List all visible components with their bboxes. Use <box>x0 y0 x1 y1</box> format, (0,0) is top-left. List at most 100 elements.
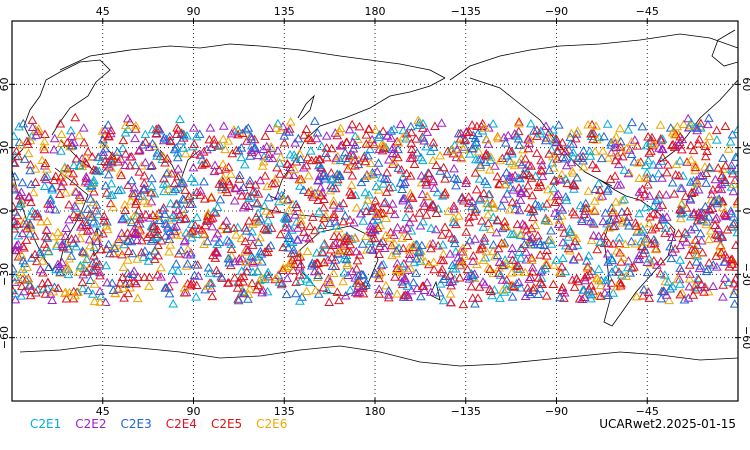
occultation-marker <box>685 195 696 204</box>
occultation-marker <box>708 184 718 194</box>
occultation-marker <box>240 257 251 266</box>
occultation-marker <box>449 234 460 244</box>
occultation-marker <box>507 197 518 206</box>
occultation-marker <box>47 183 57 192</box>
occultation-marker <box>282 159 293 168</box>
occultation-marker <box>378 179 389 188</box>
occultation-marker <box>528 212 538 222</box>
occultation-marker <box>483 263 494 272</box>
occultation-marker <box>362 245 372 254</box>
occultation-marker <box>663 277 674 286</box>
occultation-marker <box>262 225 273 235</box>
occultation-marker <box>312 258 322 267</box>
occultation-marker <box>218 159 228 168</box>
occultation-marker <box>360 187 371 197</box>
occultation-marker <box>464 212 475 221</box>
occultation-marker <box>614 247 625 257</box>
occultation-marker <box>669 129 680 139</box>
occultation-marker <box>324 277 335 287</box>
occultation-marker <box>525 118 536 128</box>
occultation-marker <box>595 185 605 195</box>
occultation-marker <box>507 292 518 301</box>
occultation-marker <box>543 235 554 245</box>
occultation-marker <box>138 196 149 205</box>
occultation-marker <box>703 119 713 129</box>
occultation-marker <box>127 248 138 258</box>
occultation-marker <box>493 243 504 253</box>
occultation-marker <box>296 174 307 184</box>
occultation-marker <box>726 182 737 191</box>
occultation-marker <box>173 266 183 275</box>
occultation-marker <box>122 268 133 277</box>
occultation-marker <box>489 203 499 212</box>
occultation-marker <box>720 273 730 282</box>
occultation-marker <box>138 252 149 261</box>
occultation-marker <box>703 212 714 221</box>
occultation-marker <box>546 239 557 248</box>
occultation-marker <box>69 160 79 169</box>
occultation-marker <box>87 151 98 161</box>
occultation-marker <box>554 267 565 277</box>
occultation-marker <box>144 272 155 281</box>
occultation-marker <box>347 119 358 129</box>
occultation-marker <box>414 208 425 217</box>
occultation-marker <box>381 280 391 290</box>
occultation-marker <box>12 131 19 140</box>
occultation-marker <box>257 285 268 294</box>
occultation-marker <box>147 138 158 148</box>
occultation-marker <box>71 154 82 163</box>
occultation-marker <box>685 193 696 203</box>
occultation-marker <box>527 232 538 242</box>
occultation-marker <box>533 289 544 299</box>
occultation-marker <box>49 144 59 154</box>
occultation-marker <box>12 183 19 193</box>
occultation-marker <box>568 180 579 189</box>
occultation-marker <box>218 134 229 143</box>
occultation-marker <box>653 160 664 169</box>
occultation-marker <box>573 252 584 261</box>
occultation-marker <box>262 247 273 257</box>
occultation-marker <box>732 227 738 237</box>
occultation-marker <box>42 233 53 242</box>
occultation-marker <box>583 186 594 195</box>
occultation-marker <box>626 236 637 246</box>
occultation-marker <box>296 219 306 229</box>
occultation-marker <box>394 264 404 274</box>
occultation-marker <box>16 195 27 204</box>
occultation-marker <box>342 137 352 147</box>
occultation-marker <box>105 190 116 199</box>
occultation-marker <box>360 280 371 290</box>
occultation-marker <box>474 195 485 204</box>
occultation-marker <box>30 287 41 297</box>
occultation-marker <box>390 272 400 281</box>
occultation-marker <box>101 244 112 253</box>
occultation-marker <box>323 275 333 285</box>
occultation-marker <box>716 179 727 189</box>
occultation-marker <box>720 175 730 184</box>
occultation-marker <box>284 170 294 179</box>
occultation-marker <box>180 185 191 194</box>
occultation-marker <box>230 256 240 266</box>
occultation-marker <box>95 297 105 306</box>
occultation-marker <box>728 186 738 196</box>
occultation-marker <box>281 211 292 221</box>
axis-ticks <box>9 18 741 404</box>
occultation-marker <box>645 258 656 268</box>
occultation-marker <box>134 226 145 236</box>
occultation-marker <box>133 205 144 215</box>
occultation-marker <box>496 201 507 210</box>
occultation-marker <box>37 256 48 265</box>
y-tick-label-right: −60 <box>740 326 750 349</box>
occultation-marker <box>437 230 447 239</box>
occultation-marker <box>501 221 512 230</box>
occultation-marker <box>646 239 657 248</box>
occultation-marker <box>668 139 678 149</box>
occultation-marker <box>583 120 593 129</box>
occultation-marker <box>476 121 487 131</box>
occultation-marker <box>527 204 538 213</box>
occultation-marker <box>678 233 689 243</box>
occultation-marker <box>673 140 684 149</box>
occultation-marker <box>288 265 298 275</box>
occultation-marker <box>435 279 446 288</box>
occultation-marker <box>585 151 596 160</box>
